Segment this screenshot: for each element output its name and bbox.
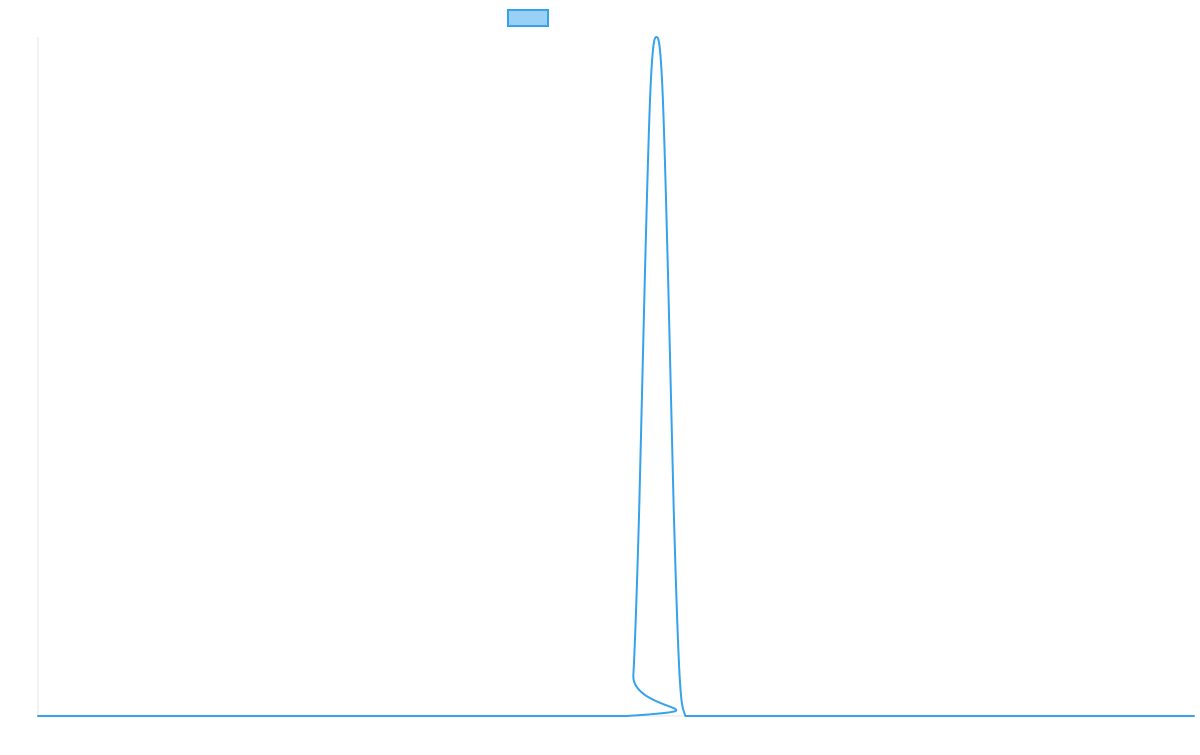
series-line[interactable] xyxy=(37,36,1195,718)
series-group xyxy=(37,36,1195,718)
legend-swatch[interactable] xyxy=(507,9,549,27)
legend[interactable] xyxy=(507,9,549,27)
